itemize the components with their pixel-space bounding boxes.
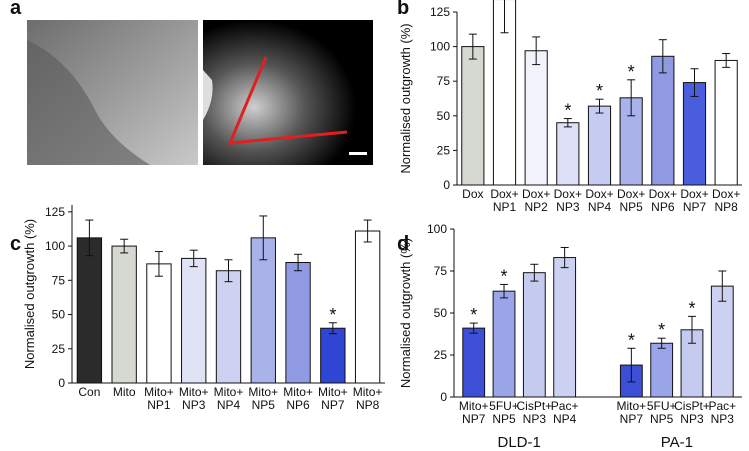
x-tick-label: 5FU+ NP5 xyxy=(647,399,677,426)
bar xyxy=(522,272,546,398)
bar xyxy=(285,262,311,384)
bar xyxy=(320,327,346,384)
bar xyxy=(181,257,207,384)
x-tick-label: Dox xyxy=(462,187,483,201)
bar xyxy=(492,290,516,398)
bar xyxy=(553,257,577,398)
panel-label: b xyxy=(397,0,409,19)
y-axis-label: Normalised outgrowth (%) xyxy=(398,23,413,173)
bar xyxy=(587,105,612,186)
x-tick-label: Mito+ NP6 xyxy=(283,385,313,412)
x-tick-label: Mito xyxy=(113,385,136,399)
y-tick-label: 100 xyxy=(45,239,65,253)
x-tick-label: Mito+ NP4 xyxy=(214,385,244,412)
significance-marker: * xyxy=(628,62,635,82)
significance-marker: * xyxy=(564,101,571,121)
significance-marker: * xyxy=(470,305,477,325)
x-tick-label: CisPt+ NP3 xyxy=(516,399,552,426)
x-tick-label: Dox+ NP7 xyxy=(680,187,708,214)
x-tick-label: Pac+ NP4 xyxy=(551,399,579,426)
y-tick-label: 25 xyxy=(437,143,451,157)
y-tick-label: 25 xyxy=(434,348,448,362)
bar xyxy=(461,46,485,186)
y-tick-label: 0 xyxy=(440,390,447,404)
panel-label: c xyxy=(10,233,21,255)
group-label: PA-1 xyxy=(661,434,693,451)
bar xyxy=(651,55,675,186)
micrograph-fluorescence xyxy=(203,20,373,165)
x-tick-label: Pac+ NP3 xyxy=(708,399,736,426)
bar xyxy=(556,122,580,186)
bar xyxy=(524,50,548,186)
x-tick-label: 5FU+ NP5 xyxy=(489,399,519,426)
significance-marker: * xyxy=(596,81,603,101)
bar xyxy=(682,82,707,186)
bar xyxy=(714,59,738,186)
y-tick-label: 50 xyxy=(434,306,448,320)
y-tick-label: 100 xyxy=(427,222,447,236)
x-tick-label: Dox+ NP2 xyxy=(522,187,550,214)
y-axis-label: Normalised outgrowth (%) xyxy=(22,219,37,369)
y-tick-label: 0 xyxy=(443,178,450,192)
x-tick-label: Dox+ NP8 xyxy=(712,187,740,214)
bar xyxy=(215,270,242,384)
bar xyxy=(650,342,674,398)
bar xyxy=(250,237,276,384)
y-tick-label: 50 xyxy=(437,109,451,123)
x-tick-label: Dox+ NP6 xyxy=(649,187,677,214)
panel-label: a xyxy=(10,0,22,19)
y-tick-label: 75 xyxy=(434,264,448,278)
significance-marker: * xyxy=(658,320,665,340)
y-tick-label: 25 xyxy=(52,342,66,356)
bar xyxy=(710,285,734,398)
x-tick-label: CisPt+ NP3 xyxy=(674,399,710,426)
y-tick-label: 0 xyxy=(58,376,65,390)
x-tick-label: Mito+ NP8 xyxy=(353,385,383,412)
bar xyxy=(76,237,103,384)
y-tick-label: 50 xyxy=(52,308,66,322)
significance-marker: * xyxy=(501,266,508,286)
x-tick-label: Mito+ NP7 xyxy=(617,399,647,426)
micrograph-brightfield xyxy=(27,20,198,165)
x-tick-label: Dox+ NP1 xyxy=(490,187,518,214)
group-label: DLD-1 xyxy=(497,434,540,451)
panel-label: d xyxy=(397,233,409,255)
bar xyxy=(462,327,486,398)
y-tick-label: 125 xyxy=(430,5,450,19)
x-tick-label: Dox+ NP3 xyxy=(554,187,582,214)
y-tick-label: 100 xyxy=(430,40,450,54)
significance-marker: * xyxy=(688,298,695,318)
x-tick-label: Mito+ NP5 xyxy=(248,385,278,412)
significance-marker: * xyxy=(628,330,635,350)
x-tick-label: Dox+ NP5 xyxy=(617,187,645,214)
y-axis-label: Normalised outgrowth (%) xyxy=(398,238,413,388)
bar xyxy=(146,263,172,384)
x-tick-label: Mito+ NP7 xyxy=(318,385,348,412)
significance-marker: * xyxy=(329,305,336,325)
bar xyxy=(354,230,381,384)
x-tick-label: Con xyxy=(78,385,100,399)
x-tick-label: Dox+ NP4 xyxy=(585,187,613,214)
y-tick-label: 75 xyxy=(52,273,66,287)
y-tick-label: 125 xyxy=(45,205,65,219)
bar xyxy=(492,0,517,186)
y-tick-label: 75 xyxy=(437,74,451,88)
bar xyxy=(111,245,137,384)
x-tick-label: Mito+ NP3 xyxy=(179,385,209,412)
x-tick-label: Mito+ NP1 xyxy=(144,385,174,412)
x-tick-label: Mito+ NP7 xyxy=(459,399,489,426)
